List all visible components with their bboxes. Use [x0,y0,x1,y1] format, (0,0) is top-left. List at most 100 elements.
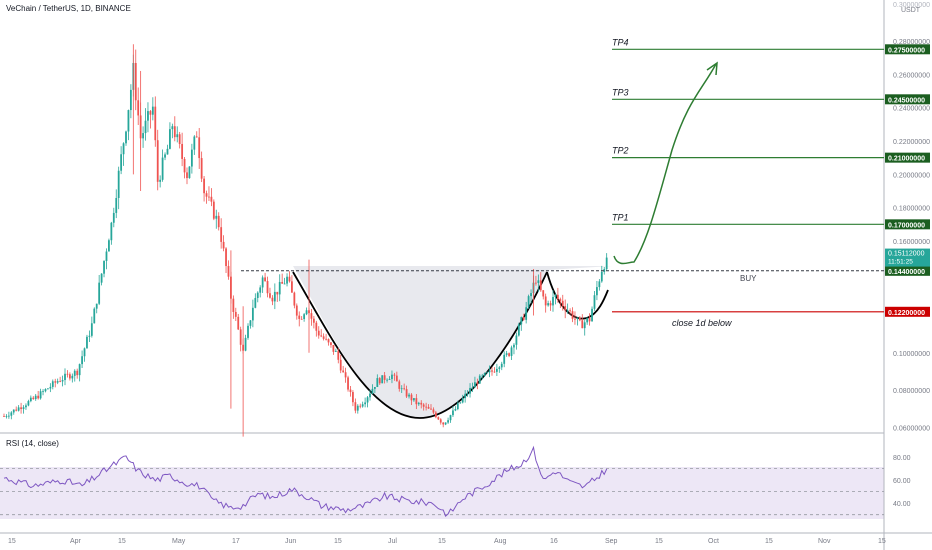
candle-body [596,287,598,296]
candle-body [120,154,123,171]
candle-body [547,303,550,306]
time-tick-label: Sep [605,538,618,545]
buy-annotation: BUY [740,274,757,283]
candle-body [535,282,537,284]
candle-body [454,409,457,411]
candle-body [422,404,425,407]
candle-body [227,266,230,277]
candle-body [530,293,532,297]
candle-body [127,110,130,132]
candle-body [581,320,584,329]
candle-body [456,403,459,410]
candle-body [578,317,581,321]
candle-body [271,297,274,302]
cup-curve [292,271,548,419]
candle-body [583,322,586,329]
candle-body [200,158,203,179]
price-tick-label: 0.26000000 [893,72,930,79]
time-tick-label: 15 [655,538,663,545]
candle-body [349,389,352,393]
candle-body [469,387,471,394]
candle-body [108,240,110,252]
candle-body [376,378,379,387]
candle-body [569,310,571,312]
candle-body [356,405,359,411]
candle-body [447,420,449,423]
candle-body [205,193,208,197]
price-level-tag [885,306,930,317]
candle-body [151,106,154,115]
candle-body [47,388,49,390]
candle-body [330,342,332,345]
candle-body [100,273,103,283]
candle-body [508,353,510,356]
price-tick-label: 0.18000000 [893,206,930,213]
candle-body [444,422,447,425]
candle-body [27,401,30,406]
currency-label: USDT [901,7,921,14]
candle-body [56,381,59,383]
levels-layer: TP4 TP3 TP2 TP1 BUY close 1d below [241,37,884,328]
candle-body [588,318,591,322]
candle-body [586,318,589,323]
candle-body [505,353,508,355]
candle-body [303,314,306,320]
candle-body [603,269,606,272]
candle-body [598,281,601,288]
candle-body [378,378,381,384]
candle-body [110,222,113,241]
candle-body [461,398,464,403]
candle-body [273,291,276,302]
target-label-tp1: TP1 [612,212,629,222]
candle-body [478,375,481,384]
candle-body [337,350,340,360]
candle-body [142,133,144,139]
candle-body [413,398,415,401]
candles-layer [3,44,608,437]
candle-body [215,215,218,219]
candle-body [352,392,354,403]
target-label-tp2: TP2 [612,146,629,156]
time-tick-label: 16 [550,538,558,545]
candle-body [515,335,518,345]
rsi-tick-label: 80.00 [893,455,911,462]
candle-body [283,283,286,285]
candle-body [552,296,554,306]
candle-body [522,317,525,320]
rsi-layer [0,445,884,517]
candle-body [488,370,491,373]
candle-body [491,370,493,372]
time-tick-label: Nov [818,538,831,545]
candle-body [539,280,542,291]
candle-body [39,391,42,399]
candle-body [459,402,462,404]
candle-body [198,137,201,159]
current-price-tag [885,248,930,267]
time-tick-label: Apr [70,538,82,545]
candle-body [464,393,467,399]
candle-body [278,281,281,295]
candle-body [605,257,608,270]
candle-body [117,170,120,198]
candle-body [471,387,474,389]
candle-body [571,311,574,319]
candle-body [17,407,20,411]
candle-body [103,260,105,274]
candle-body [176,134,179,138]
price-tick-label: 0.06000000 [893,425,930,432]
countdown-timer: 11:51:25 [888,259,913,266]
candle-body [73,370,76,376]
candle-body [112,212,115,223]
projection-arrow-head [706,61,718,76]
candle-body [383,375,386,380]
candle-body [90,323,93,336]
candle-body [513,344,515,348]
candle-body [381,375,384,384]
candle-body [259,287,262,293]
price-level-tag [885,44,930,55]
candle-body [286,276,288,284]
candle-body [427,406,430,409]
candle-body [32,397,35,400]
